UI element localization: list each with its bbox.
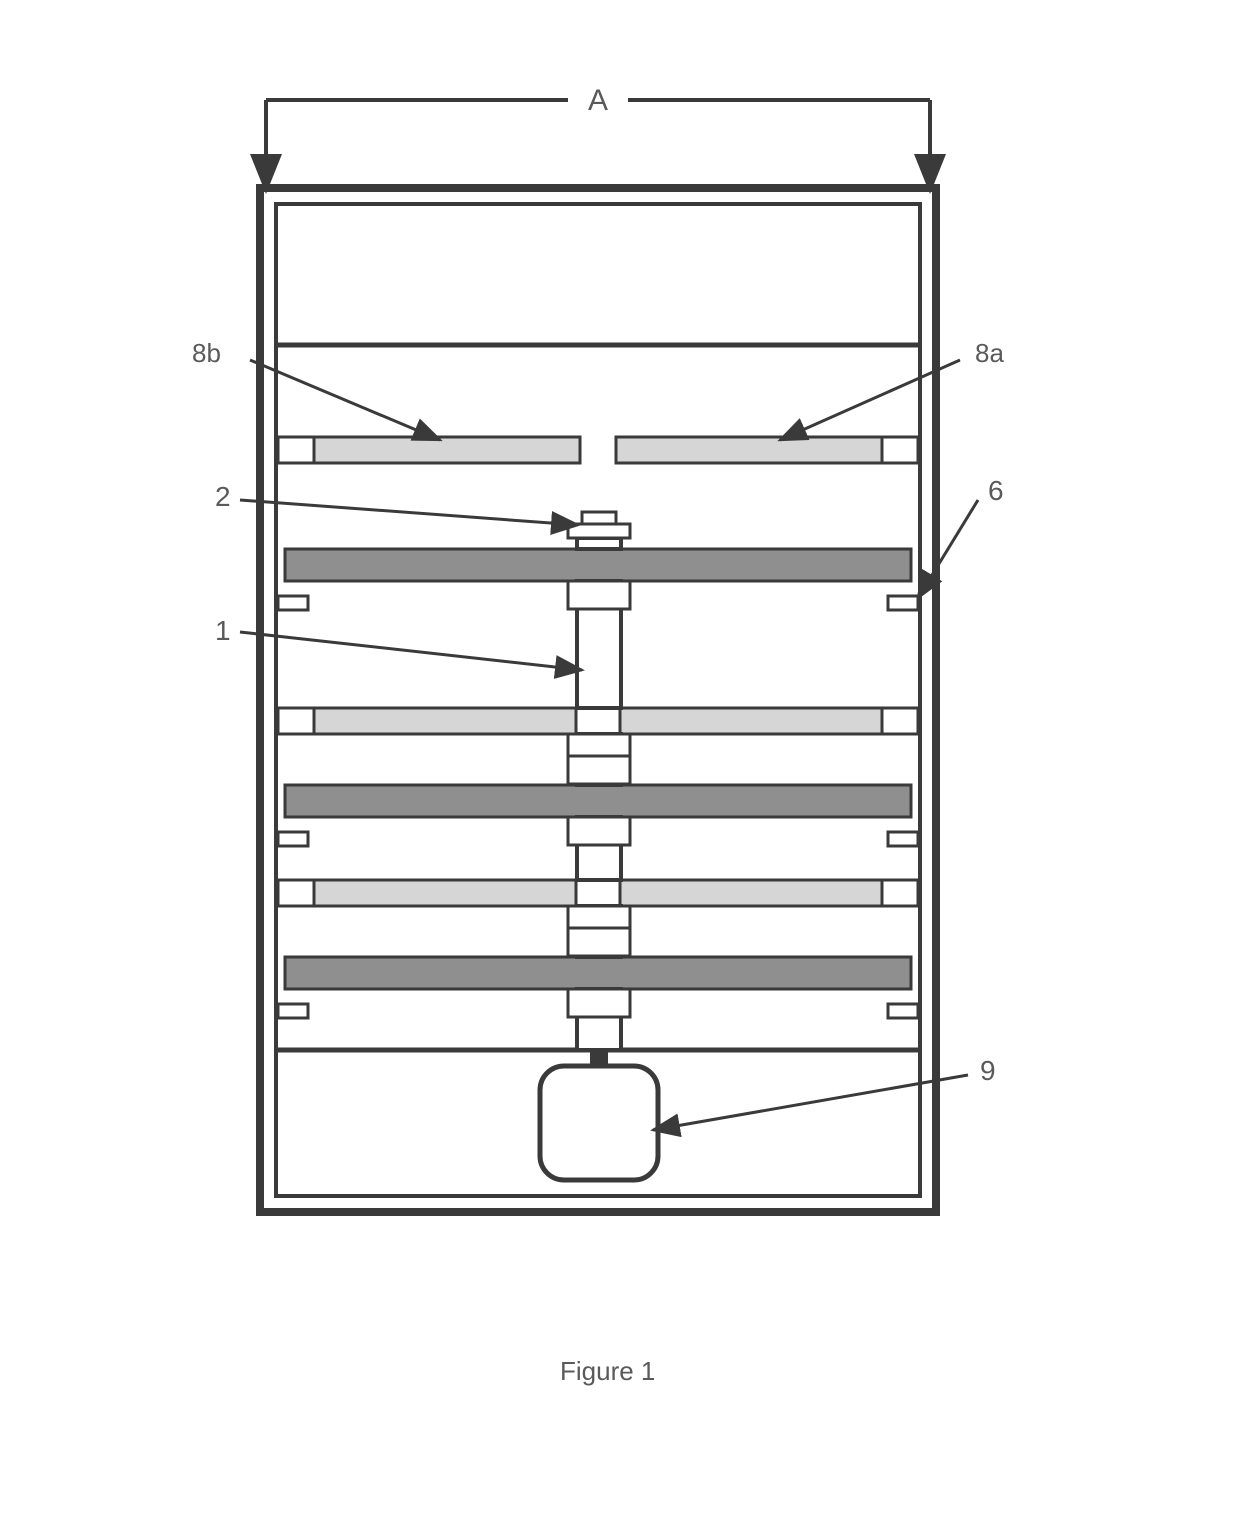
shaft-collar-1 [568,581,630,609]
light-plate-0-right [616,437,882,463]
wall-tab-1 [888,596,918,610]
light-plate-2-left-endcap [278,880,314,906]
callout-label-1: 1 [215,615,231,646]
shaft-segment-0 [577,538,621,549]
dimension-label: A [588,84,608,117]
shaft-collar-5 [568,906,630,928]
wall-tab-3 [888,832,918,846]
dark-plate-2 [285,957,911,989]
light-plate-1-right [620,708,882,734]
light-plate-2-right [620,880,882,906]
light-plate-1-right-endcap [882,708,918,734]
callout-label-8a: 8a [975,338,1004,368]
shaft-collar-4 [568,817,630,845]
light-plate-1-left-endcap [278,708,314,734]
motor-body [540,1066,658,1180]
figure-caption: Figure 1 [560,1356,655,1386]
light-plate-0-left [314,437,580,463]
light-plate-0-left-endcap [278,437,314,463]
light-plate-2-right-endcap [882,880,918,906]
light-plate-2-left [314,880,576,906]
wall-tab-2 [278,832,308,846]
callout-label-8b: 8b [192,338,221,368]
shaft-collar-3 [568,756,630,784]
wall-tab-4 [278,1004,308,1018]
wall-tab-5 [888,1004,918,1018]
shaft-collar-2 [568,734,630,756]
dark-plate-0 [285,549,911,581]
shaft-collar-6 [568,928,630,956]
light-plate-0-right-endcap [882,437,918,463]
callout-label-9: 9 [980,1055,996,1086]
dark-plate-1 [285,785,911,817]
light-plate-1-left [314,708,576,734]
callout-label-2: 2 [215,481,231,512]
wall-tab-0 [278,596,308,610]
shaft-collar-7 [568,989,630,1017]
callout-label-6: 6 [988,475,1004,506]
